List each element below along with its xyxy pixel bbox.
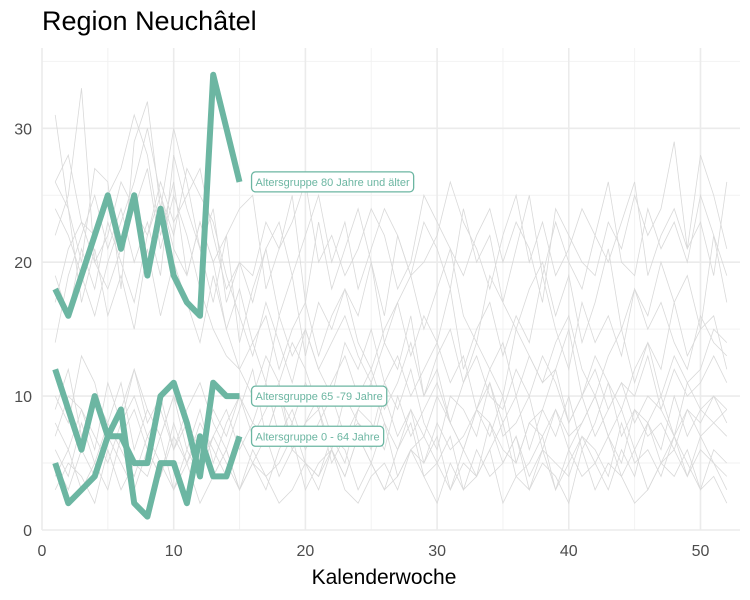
background-series-line xyxy=(54,101,728,316)
x-tick-label: 30 xyxy=(428,543,446,560)
callout-box xyxy=(250,171,415,193)
background-series-line xyxy=(54,367,728,465)
series-callout-1: Altersgruppe 65 -79 Jahre xyxy=(250,385,388,407)
y-tick-label: 20 xyxy=(14,255,32,272)
callout-label: Altersgruppe 80 Jahre und älter xyxy=(256,177,410,189)
callout-label: Altersgruppe 65 -79 Jahre xyxy=(256,391,383,403)
callout-label: Altersgruppe 0 - 64 Jahre xyxy=(256,431,380,443)
callout-box xyxy=(250,425,385,447)
background-series-line xyxy=(54,113,728,303)
highlight-series xyxy=(52,71,243,520)
y-tick-label: 0 xyxy=(23,523,32,540)
x-tick-label: 20 xyxy=(296,543,314,560)
y-tick-label: 10 xyxy=(14,389,32,406)
series-line-2 xyxy=(52,406,243,520)
callout-box xyxy=(250,385,388,407)
x-tick-label: 40 xyxy=(560,543,578,560)
background-series-line xyxy=(54,88,728,304)
x-tick-label: 0 xyxy=(38,543,47,560)
background-series-line xyxy=(54,128,728,398)
background-series xyxy=(54,88,728,505)
background-series-line xyxy=(54,421,728,492)
series-line-1 xyxy=(52,368,240,480)
y-tick-label: 30 xyxy=(14,121,32,138)
background-series-line xyxy=(54,354,728,452)
background-series-line xyxy=(54,394,728,465)
series-callout-2: Altersgruppe 0 - 64 Jahre xyxy=(250,425,385,447)
chart-title: Region Neuchâtel xyxy=(42,6,257,36)
x-axis-title: Kalenderwoche xyxy=(312,566,457,589)
series-callout-0: Altersgruppe 80 Jahre und älter xyxy=(250,171,415,193)
x-tick-label: 10 xyxy=(165,543,183,560)
axis-ticks: 0 10 20 30 40 50 0 10 20 30 xyxy=(14,121,709,560)
series-callouts: Altersgruppe 80 Jahre und älter Altersgru… xyxy=(250,171,415,447)
series-line-0 xyxy=(52,71,243,319)
background-series-line xyxy=(54,168,728,411)
x-tick-label: 50 xyxy=(692,543,710,560)
